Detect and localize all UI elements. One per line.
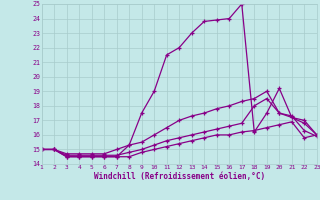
X-axis label: Windchill (Refroidissement éolien,°C): Windchill (Refroidissement éolien,°C) bbox=[94, 172, 265, 181]
